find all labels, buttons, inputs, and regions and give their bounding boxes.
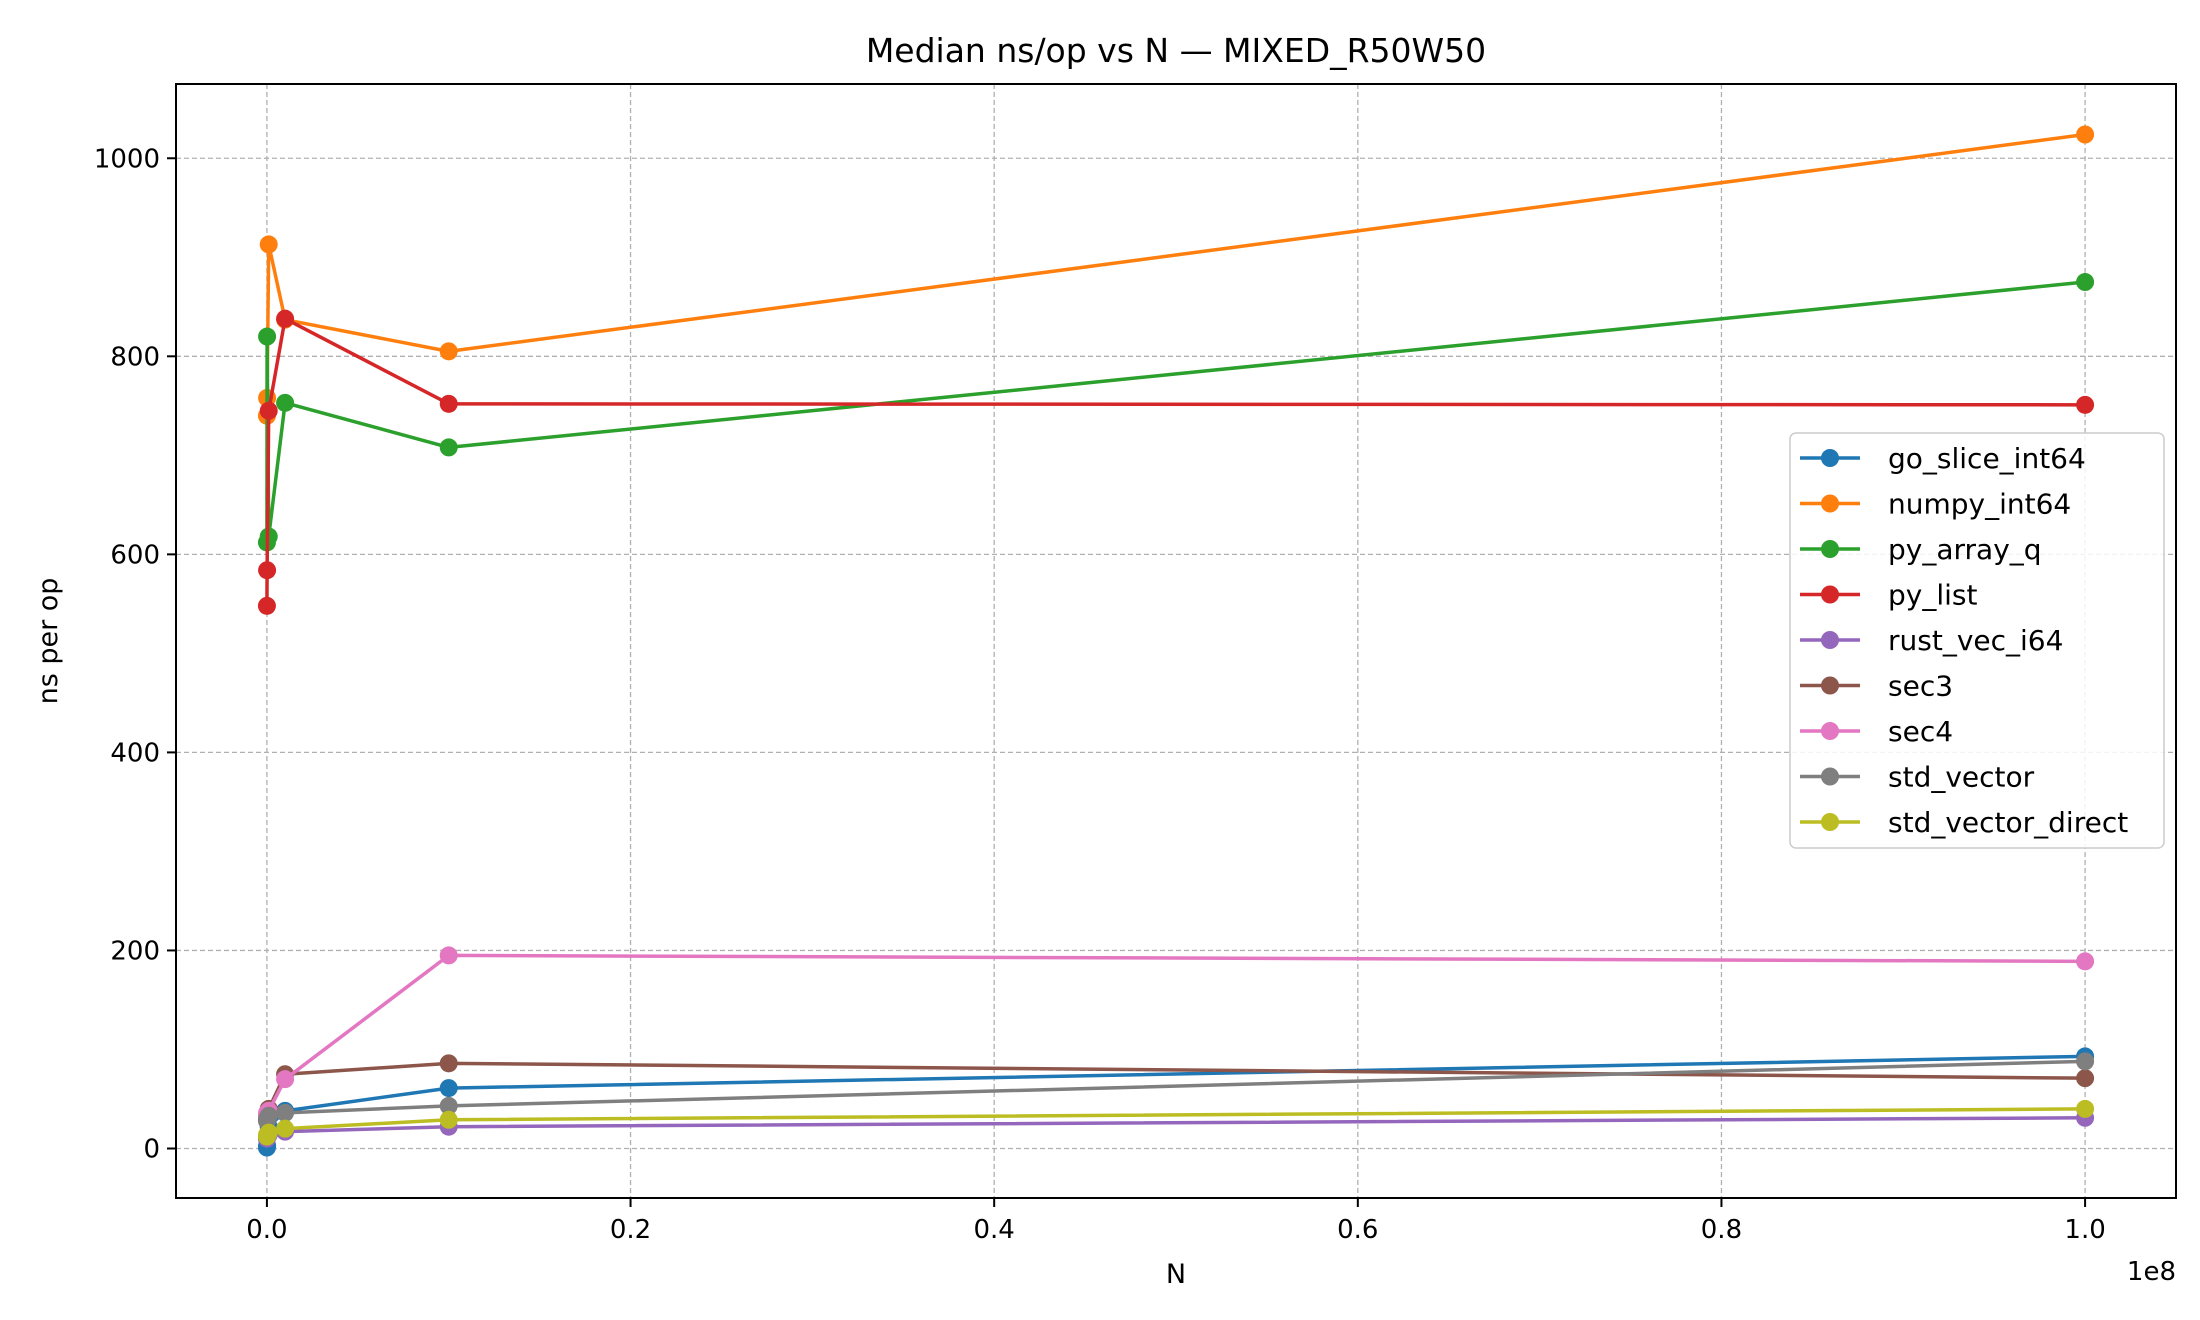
- legend-marker: [1821, 767, 1839, 786]
- x-offset-label: 1e8: [2127, 1257, 2176, 1287]
- y-tick-label: 400: [110, 738, 160, 768]
- y-axis-label: ns per op: [33, 578, 64, 705]
- legend-label: rust_vec_i64: [1888, 624, 2063, 657]
- y-tick-label: 0: [143, 1134, 160, 1164]
- data-point: [439, 438, 458, 457]
- chart-title: Median ns/op vs N — MIXED_R50W50: [866, 31, 1486, 70]
- legend-marker: [1821, 813, 1839, 831]
- series-layer: [257, 125, 2095, 1157]
- series-std-vector-direct: [257, 1099, 2095, 1146]
- series-std-vector: [257, 1052, 2095, 1130]
- data-point: [276, 1119, 295, 1138]
- series-line: [265, 280, 2086, 543]
- legend-item: sec3: [1800, 670, 1953, 703]
- legend-item: std_vector: [1800, 761, 2035, 794]
- data-point: [439, 394, 458, 413]
- x-tick-label: 0.0: [246, 1215, 287, 1245]
- data-point: [2076, 1099, 2095, 1118]
- legend-item: go_slice_int64: [1800, 442, 2086, 475]
- data-point: [259, 235, 278, 254]
- legend-marker: [1821, 494, 1839, 513]
- y-tick-label: 600: [110, 540, 160, 570]
- legend-item: rust_vec_i64: [1800, 624, 2063, 657]
- series-line: [265, 953, 2086, 1116]
- x-tick-label: 0.2: [610, 1215, 651, 1245]
- x-axis-label: N: [1166, 1259, 1186, 1290]
- plot-frame: [175, 83, 2177, 1199]
- x-tick-label: 0.4: [974, 1215, 1015, 1245]
- data-point: [439, 1110, 458, 1129]
- data-point: [276, 1070, 295, 1089]
- legend-marker: [1821, 722, 1839, 740]
- data-point: [2076, 125, 2095, 144]
- legend-marker: [1821, 540, 1839, 558]
- data-point: [439, 1096, 458, 1115]
- data-point: [258, 561, 277, 580]
- series-sec3: [257, 1054, 2095, 1128]
- legend-label: numpy_int64: [1888, 488, 2071, 521]
- data-point: [439, 946, 458, 965]
- x-tick-label: 0.6: [1337, 1215, 1378, 1245]
- data-point: [439, 1054, 458, 1073]
- legend-item: numpy_int64: [1800, 488, 2071, 521]
- legend-label: py_list: [1888, 579, 1977, 612]
- series-py-list: [257, 309, 2095, 615]
- data-point: [2076, 1069, 2095, 1088]
- tick-layer: 0.0 0.2 0.4 0.6 0.8 1.0 0 200 400 600 800 1000: [94, 144, 2106, 1245]
- legend-item: py_list: [1800, 579, 1977, 612]
- legend-item: py_array_q: [1800, 533, 2042, 566]
- x-tick-label: 1.0: [2064, 1215, 2105, 1245]
- data-point: [276, 309, 295, 328]
- legend-label: py_array_q: [1888, 533, 2042, 566]
- x-tick-label: 0.8: [1701, 1215, 1742, 1245]
- legend: go_slice_int64 numpy_int64 py_array_q py_li…: [1789, 432, 2165, 849]
- data-point: [259, 1106, 278, 1125]
- data-point: [439, 342, 458, 361]
- data-point: [276, 1103, 295, 1122]
- legend-label: sec4: [1888, 715, 1953, 748]
- legend-label: go_slice_int64: [1888, 442, 2086, 475]
- data-point: [259, 1123, 278, 1142]
- y-tick-label: 200: [110, 936, 160, 966]
- legend-marker: [1821, 676, 1839, 695]
- data-point: [257, 596, 276, 615]
- data-point: [2076, 273, 2095, 292]
- data-point: [439, 1079, 458, 1098]
- legend-box: [1789, 432, 2165, 849]
- series-numpy-int64: [257, 125, 2095, 425]
- legend-label: sec3: [1888, 670, 1953, 703]
- legend-item: std_vector_direct: [1800, 806, 2128, 839]
- data-point: [259, 401, 278, 420]
- legend-label: std_vector: [1888, 761, 2035, 794]
- data-point: [2076, 952, 2095, 971]
- legend-marker: [1821, 449, 1839, 467]
- data-point: [276, 393, 295, 412]
- y-tick-label: 800: [110, 342, 160, 372]
- y-tick-label: 1000: [94, 144, 160, 174]
- legend-item: sec4: [1800, 715, 1953, 748]
- data-point: [258, 327, 277, 346]
- series-sec4: [257, 946, 2095, 1125]
- legend-marker: [1821, 585, 1839, 604]
- legend-label: std_vector_direct: [1888, 806, 2128, 839]
- legend-marker: [1821, 631, 1839, 649]
- data-point: [2076, 395, 2095, 414]
- data-point: [2076, 1052, 2095, 1071]
